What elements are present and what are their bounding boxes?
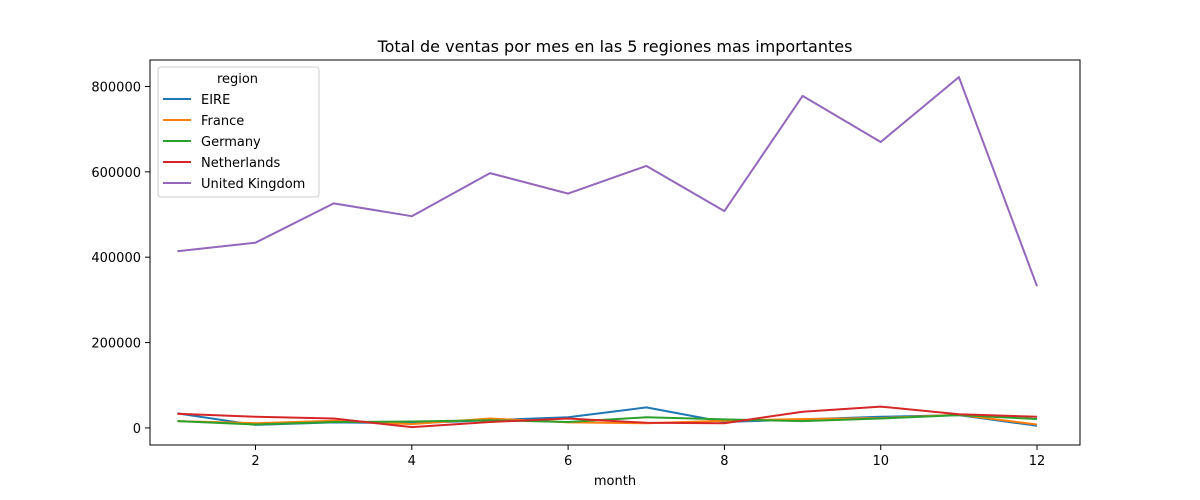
y-axis: 0 200000 400000 600000 800000 [91,80,150,437]
legend-entry: France [201,114,244,129]
series-line-netherlands [177,405,1038,429]
chart-title: Total de ventas por mes en las 5 regione… [377,37,853,56]
y-tick-label: 600000 [91,166,141,181]
x-tick-label: 8 [720,454,728,469]
legend-title: region [217,72,258,87]
legend-entry: Netherlands [201,156,280,171]
series-line-united-kingdom [177,76,1038,287]
y-tick-label: 0 [133,422,141,437]
legend-entry: Germany [201,135,261,150]
x-tick-label: 2 [251,454,259,469]
x-tick-label: 6 [564,454,572,469]
plot-area [149,59,1081,446]
x-axis: 2 4 6 8 10 12 [251,445,1045,469]
series-layer [177,76,1038,429]
legend-entry: United Kingdom [201,177,305,192]
y-tick-label: 800000 [91,80,141,95]
legend-entry: EIRE [201,93,230,108]
x-tick-label: 4 [408,454,416,469]
x-tick-label: 12 [1029,454,1046,469]
y-tick-label: 200000 [91,337,141,352]
legend: region EIRE France Germany Netherlands United… [157,66,320,198]
x-axis-label: month [594,474,636,489]
y-tick-label: 400000 [91,251,141,266]
x-tick-label: 10 [872,454,889,469]
legend-box [157,66,320,198]
